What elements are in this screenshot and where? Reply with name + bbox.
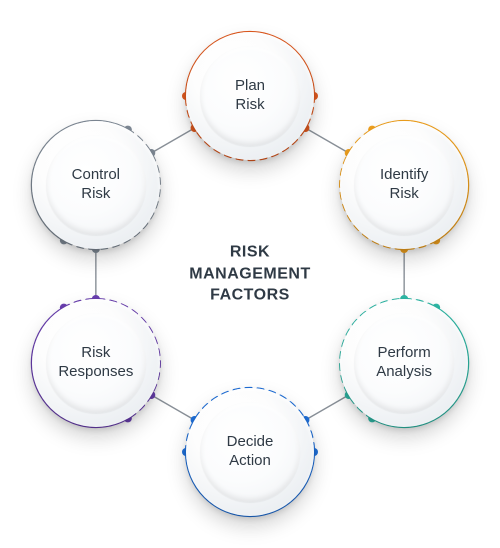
risk-factors-diagram: RISK MANAGEMENT FACTORS Plan Risk Identify … xyxy=(0,0,500,548)
node-decide-action: Decide Action xyxy=(186,388,314,516)
connector-line xyxy=(305,395,348,420)
connector-line xyxy=(151,128,194,153)
connector-line xyxy=(151,395,194,420)
center-title-line: RISK xyxy=(230,244,270,261)
connector-line xyxy=(305,128,348,153)
node-control-risk: Control Risk xyxy=(32,121,160,249)
node-risk-responses: Risk Responses xyxy=(32,299,160,427)
node-label: Decide Action xyxy=(227,433,274,471)
node-label: Identify Risk xyxy=(380,166,428,204)
node-identify-risk: Identify Risk xyxy=(340,121,468,249)
node-label: Perform Analysis xyxy=(376,344,432,382)
center-title: RISK MANAGEMENT FACTORS xyxy=(189,242,310,307)
node-plan-risk: Plan Risk xyxy=(186,32,314,160)
node-perform-analysis: Perform Analysis xyxy=(340,299,468,427)
center-title-line: FACTORS xyxy=(210,287,290,304)
node-label: Risk Responses xyxy=(58,344,133,382)
node-label: Plan Risk xyxy=(235,77,265,115)
node-label: Control Risk xyxy=(72,166,120,204)
center-title-line: MANAGEMENT xyxy=(189,265,310,282)
